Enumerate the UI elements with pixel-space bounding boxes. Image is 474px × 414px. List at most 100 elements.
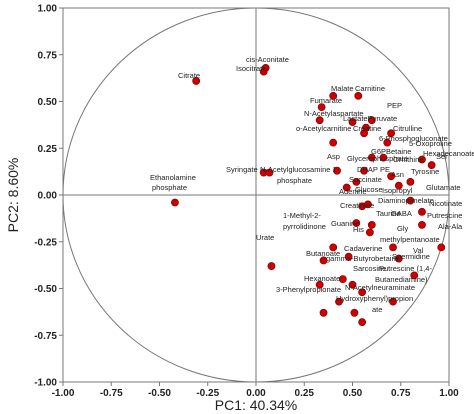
data-point: [348, 280, 357, 289]
point-label-spermidine: Spermidine: [392, 252, 430, 261]
y-tick-label: -0.75: [34, 331, 57, 342]
point-label-tyrosine: Tyrosine: [411, 167, 439, 176]
data-point: [333, 166, 341, 175]
y-tick-label: 0.75: [38, 50, 58, 61]
point-label-nicotinate: Nicotinate: [429, 199, 462, 208]
data-point: [329, 243, 338, 252]
point-label-pe: PE: [380, 165, 390, 174]
data-point: [387, 129, 395, 138]
x-tick-label: 0.00: [246, 388, 266, 399]
data-point: [344, 252, 353, 261]
point-label-sarcosine: Sarcosine: [353, 264, 386, 273]
y-tick-label: 0.00: [38, 191, 58, 202]
point-label-n-acetylglucosamine-line2: phosphate: [277, 176, 312, 185]
data-point: [348, 118, 357, 126]
data-point: [437, 243, 446, 252]
data-point: [352, 219, 361, 227]
point-label-5-oxoproline: 5-Oxoproline: [409, 139, 452, 148]
data-point: [367, 153, 376, 162]
data-point: [427, 161, 436, 169]
point-label-hydroxyphenyl-line1: Hydroxyphenyl)propion: [336, 294, 413, 303]
data-point: [360, 129, 368, 138]
point-label-putrescine: Putrescine: [427, 211, 462, 220]
y-tick-label: -0.50: [34, 284, 57, 295]
data-point: [394, 254, 403, 263]
point-label-ethanolamine-line1: Ethanolamine: [150, 173, 196, 182]
data-point: [171, 198, 179, 207]
point-label-his: His: [353, 225, 364, 234]
point-label-guanine: Guanine: [331, 219, 359, 228]
point-label-urate: Urate: [256, 233, 274, 242]
x-tick-label: 1.00: [439, 388, 459, 399]
point-label-6-phosphogluconate: 6-Phosphogluconate: [379, 134, 448, 143]
point-label-syringate: Syringate: [226, 165, 258, 174]
point-label-val: Val: [413, 246, 424, 255]
point-label-methylpentanoate: methylpentanoate: [380, 235, 440, 244]
y-axis-title: PC2: 8.60%: [5, 158, 21, 233]
data-point: [329, 138, 338, 147]
data-points: [171, 63, 446, 327]
data-point: [364, 200, 372, 209]
point-label-putrescine-14-line2: Butanediamine): [375, 275, 428, 284]
point-label-adenine: Adenine: [339, 187, 367, 196]
y-axis-ticks: 1.00 0.75 0.50 0.25 0.00 -0.25 -0.50 -0.75 -1.00: [34, 4, 63, 389]
point-label-cis-aconitate: cis-Aconitate: [246, 55, 289, 64]
point-label-succinate: Succinate: [349, 175, 382, 184]
point-label-ser: Ser: [436, 152, 448, 161]
point-label-n-acetylneuraminate: N-Acetylneuraminate: [345, 283, 415, 292]
point-label-hexanoate: Hexanoate: [304, 274, 340, 283]
data-point: [338, 275, 347, 284]
y-tick-label: -0.25: [34, 237, 57, 248]
x-tick-label: -0.50: [148, 388, 171, 399]
point-label-gamma-butyrobetaine: gamma-Butyrobetaine: [326, 254, 400, 263]
data-point: [319, 308, 328, 317]
data-point: [406, 196, 415, 205]
point-label-putrescine-14-line1: Putrescine (1,4-: [379, 264, 432, 273]
point-label-glutamate: Glutamate: [426, 183, 461, 192]
point-label-3-phenylpropionate: 3-Phenylpropionate: [276, 285, 341, 294]
y-tick-label: 1.00: [38, 4, 58, 15]
point-label-dhap: DHAP: [357, 165, 378, 174]
data-point: [350, 308, 359, 317]
data-point: [352, 178, 361, 186]
x-tick-label: -0.25: [196, 388, 219, 399]
point-label-n-acetylglucosamine-line1: N-Acetylglucosamine 1-: [260, 165, 340, 174]
data-point: [335, 297, 343, 306]
point-label-n-acetylaspartate: N-Acetylaspartate: [304, 109, 364, 118]
point-label-ala-ala: Ala-Ala: [438, 222, 463, 231]
data-point: [387, 172, 395, 181]
x-tick-label: -0.75: [100, 388, 123, 399]
point-label-creatine: Creatine: [353, 124, 381, 133]
point-label-citrate: Citrate: [178, 71, 200, 80]
y-tick-label: 0.25: [38, 144, 58, 155]
data-point: [379, 153, 388, 162]
x-tick-label: 0.50: [343, 388, 363, 399]
data-point: [358, 318, 367, 327]
data-point: [389, 297, 397, 306]
point-label-hydroxyphenyl-line2: ate: [372, 305, 382, 314]
point-label-gaba: GABA: [391, 209, 412, 218]
point-label-hexadecanoate: Hexadecanoate: [423, 149, 474, 158]
data-point: [367, 221, 376, 229]
data-point: [406, 178, 415, 186]
point-label-ornithine: Ornithine: [393, 155, 423, 164]
data-point: [265, 168, 274, 177]
point-label-creatinine: Creatinine: [340, 201, 374, 210]
point-label-glucose: Glucose: [355, 185, 383, 194]
data-point: [418, 155, 426, 164]
data-point: [319, 256, 328, 265]
point-label-carnitine: Carnitine: [355, 84, 385, 93]
data-point: [410, 271, 419, 280]
point-label-ethanolamine-line2: phosphate: [152, 183, 187, 192]
point-labels: cis-Aconitate Isocitrate Citrate Malate …: [150, 55, 474, 314]
point-label-cadaverine: Cadaverine: [344, 244, 382, 253]
point-label-1-methyl-line2: pyrrolidinone: [283, 222, 326, 231]
point-label-isopropyl: Isopropyl: [382, 186, 413, 195]
point-label-asp: Asp: [327, 152, 340, 161]
data-point: [358, 288, 367, 297]
data-point: [329, 91, 338, 100]
point-label-taurine: Taurine: [376, 209, 401, 218]
data-point: [394, 181, 403, 190]
point-label-glycerophosphate: Glycerophosphate: [347, 154, 408, 163]
data-point: [342, 183, 351, 192]
